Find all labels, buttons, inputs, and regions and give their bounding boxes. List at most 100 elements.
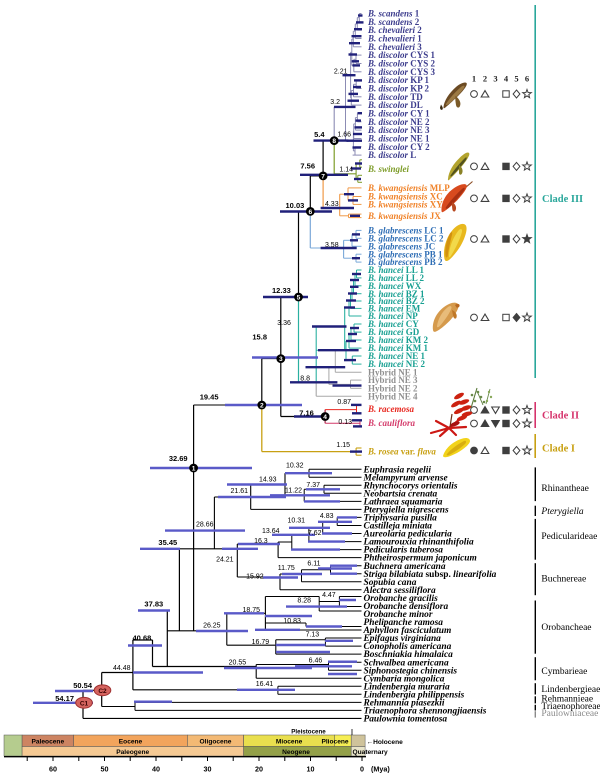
svg-text:Cymbaria mongolica: Cymbaria mongolica (364, 674, 445, 684)
svg-text:C1: C1 (80, 700, 89, 707)
svg-text:Sopubia cana: Sopubia cana (364, 578, 417, 588)
svg-text:Lindenbergia philippensis: Lindenbergia philippensis (363, 690, 465, 700)
svg-text:35.45: 35.45 (158, 538, 177, 547)
svg-text:B. swinglei: B. swinglei (367, 164, 410, 174)
svg-text:Pedicularis tuberosa: Pedicularis tuberosa (364, 546, 444, 556)
svg-text:6: 6 (525, 74, 529, 84)
svg-text:Alectra sessiliflora: Alectra sessiliflora (363, 586, 436, 596)
svg-text:20.55: 20.55 (229, 659, 247, 666)
svg-text:B. discolor NE 1: B. discolor NE 1 (367, 134, 430, 144)
svg-text:4.47: 4.47 (322, 592, 336, 599)
svg-text:Lamourouxia rhinanthifolia: Lamourouxia rhinanthifolia (363, 538, 475, 548)
svg-text:1: 1 (192, 465, 196, 472)
svg-text:Buchnereae: Buchnereae (541, 575, 586, 585)
svg-text:B. chevalieri 3: B. chevalieri 3 (367, 42, 422, 52)
svg-text:Euphrasia regelii: Euphrasia regelii (363, 465, 432, 475)
svg-text:B. hancei KM 1: B. hancei KM 1 (367, 343, 429, 353)
svg-text:B. cauliflora: B. cauliflora (367, 418, 416, 428)
svg-text:Triaenophora shennongjiaensis: Triaenophora shennongjiaensis (364, 707, 487, 717)
svg-text:B. discolor NE 2: B. discolor NE 2 (367, 117, 430, 127)
svg-text:6: 6 (308, 209, 312, 216)
svg-text:B. glabrescens PB 2: B. glabrescens PB 2 (367, 257, 443, 267)
svg-text:B. hancei WX: B. hancei WX (367, 281, 422, 291)
svg-text:Hybrid NE 4: Hybrid NE 4 (368, 391, 418, 401)
svg-text:3: 3 (279, 356, 283, 363)
svg-text:Lindenbergia muraria: Lindenbergia muraria (363, 682, 451, 692)
svg-text:10: 10 (307, 765, 315, 774)
svg-text:6.46: 6.46 (309, 657, 323, 664)
svg-text:7.13: 7.13 (306, 632, 320, 639)
svg-text:8.28: 8.28 (297, 598, 311, 605)
svg-text:16.79: 16.79 (252, 639, 270, 646)
svg-text:7.62: 7.62 (308, 530, 322, 537)
svg-text:B. discolor DL: B. discolor DL (367, 100, 423, 110)
svg-text:Lathraea squamaria: Lathraea squamaria (363, 498, 443, 508)
svg-text:7: 7 (321, 173, 325, 180)
svg-text:40.68: 40.68 (133, 634, 152, 643)
svg-text:Clade III: Clade III (542, 194, 583, 205)
svg-text:4.33: 4.33 (325, 201, 339, 208)
svg-text:B. hancei KM 2: B. hancei KM 2 (367, 335, 429, 345)
svg-text:28.66: 28.66 (196, 522, 214, 529)
svg-text:Schwalbea americana: Schwalbea americana (364, 658, 449, 668)
svg-text:4.83: 4.83 (320, 513, 334, 520)
svg-text:B. hancei LL 1: B. hancei LL 1 (367, 265, 425, 275)
svg-text:Boschniakia himalaica: Boschniakia himalaica (363, 650, 454, 660)
svg-text:B. discolor CYS 1: B. discolor CYS 1 (367, 50, 436, 60)
svg-text:0.87: 0.87 (337, 399, 351, 406)
svg-text:15.8: 15.8 (252, 333, 267, 342)
svg-text:B. hancei CY: B. hancei CY (367, 319, 419, 329)
svg-text:B. discolor L: B. discolor L (367, 150, 416, 160)
svg-text:B. glabrescens LC 1: B. glabrescens LC 1 (367, 226, 444, 236)
svg-text:B. glabrescens JC: B. glabrescens JC (367, 241, 435, 251)
svg-text:Striga bilabiata subsp. linear: Striga bilabiata subsp. linearifolia (364, 570, 497, 580)
svg-text:Hybrid NE 2: Hybrid NE 2 (368, 383, 418, 393)
svg-text:50.54: 50.54 (73, 681, 93, 690)
svg-text:10.31: 10.31 (287, 517, 305, 524)
svg-text:Miocene: Miocene (276, 738, 303, 745)
svg-text:1.66: 1.66 (337, 132, 351, 139)
svg-text:11.22: 11.22 (285, 487, 302, 494)
svg-text:Orobanche minor: Orobanche minor (364, 610, 433, 620)
svg-text:60: 60 (49, 765, 57, 774)
svg-text:Siphonostegia chinensis: Siphonostegia chinensis (364, 666, 458, 676)
svg-text:5: 5 (297, 294, 301, 301)
svg-text:Cymbarieae: Cymbarieae (541, 667, 587, 677)
svg-text:32.69: 32.69 (169, 454, 188, 463)
svg-text:19.45: 19.45 (200, 393, 219, 402)
svg-text:0: 0 (360, 765, 364, 774)
svg-text:Clade I: Clade I (542, 444, 575, 455)
svg-text:16.3: 16.3 (254, 538, 268, 545)
svg-text:1.14: 1.14 (339, 167, 353, 174)
svg-text:B. hancei LL 2: B. hancei LL 2 (367, 273, 425, 283)
svg-text:Melampyrum arvense: Melampyrum arvense (363, 473, 448, 483)
svg-text:Aureolaria pedicularia: Aureolaria pedicularia (363, 530, 453, 540)
svg-text:B. hancei BZ 2: B. hancei BZ 2 (367, 296, 425, 306)
svg-text:Aphyllon fasciculatum: Aphyllon fasciculatum (363, 626, 452, 636)
svg-text:4: 4 (504, 74, 509, 84)
svg-text:B. discolor CYS 3: B. discolor CYS 3 (367, 67, 436, 77)
svg-text:Eocene: Eocene (119, 738, 143, 745)
svg-text:B. kwangsiensis XC: B. kwangsiensis XC (367, 192, 443, 202)
svg-text:B. chevalieri 2: B. chevalieri 2 (367, 25, 422, 35)
svg-text:Quaternary: Quaternary (353, 749, 389, 756)
svg-text:B. discolor KP 2: B. discolor KP 2 (367, 84, 430, 94)
svg-text:40: 40 (152, 765, 160, 774)
svg-text:Pterygiella nigrescens: Pterygiella nigrescens (364, 506, 449, 516)
svg-text:Pleistocene: Pleistocene (291, 729, 326, 736)
svg-text:B. discolor CYS 2: B. discolor CYS 2 (367, 59, 436, 69)
svg-text:20: 20 (255, 765, 263, 774)
svg-text:50: 50 (101, 765, 109, 774)
svg-text:Epifagus virginiana: Epifagus virginiana (363, 634, 442, 644)
svg-text:24.21: 24.21 (216, 557, 234, 564)
svg-text:Castilleja miniata: Castilleja miniata (364, 522, 433, 532)
svg-text:Paleogene: Paleogene (116, 749, 149, 756)
svg-text:54.17: 54.17 (55, 694, 74, 703)
svg-text:Pedicularideae: Pedicularideae (541, 532, 597, 542)
svg-text:5.4: 5.4 (314, 130, 325, 139)
svg-text:10.83: 10.83 (283, 618, 301, 625)
svg-text:Rehmannia piasezkii: Rehmannia piasezkii (363, 699, 445, 709)
svg-text:B. hancei NP: B. hancei NP (367, 311, 418, 321)
svg-text:Triphysaria pusilla: Triphysaria pusilla (364, 514, 438, 524)
svg-text:11.75: 11.75 (278, 565, 295, 572)
